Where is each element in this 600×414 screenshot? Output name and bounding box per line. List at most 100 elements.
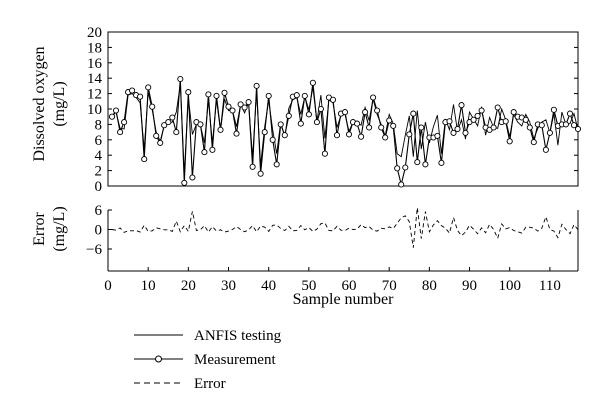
- measurement-point: [458, 102, 465, 109]
- measurement-point: [470, 116, 477, 123]
- top-y-tick-label: 10: [87, 102, 102, 118]
- x-tick-label: 40: [261, 278, 276, 294]
- measurement-point: [422, 161, 429, 168]
- measurement-point: [213, 92, 220, 99]
- measurement-point: [510, 109, 517, 116]
- measurement-point: [410, 110, 417, 117]
- measurement-point: [297, 120, 304, 127]
- measurement-point: [378, 124, 385, 131]
- measurement-point: [321, 150, 328, 157]
- measurement-point: [261, 129, 268, 136]
- measurement-point: [257, 170, 264, 177]
- measurement-point: [225, 103, 232, 110]
- measurement-point: [530, 139, 537, 146]
- measurement-point: [169, 114, 176, 121]
- measurement-point: [108, 113, 116, 120]
- measurement-point: [390, 122, 397, 129]
- measurement-point: [402, 164, 409, 171]
- measurement-point: [362, 109, 369, 116]
- bottom-y-axis: 6 0 −6: [86, 203, 112, 258]
- measurement-point: [161, 122, 168, 129]
- measurement-point: [117, 129, 124, 136]
- measurement-point: [522, 116, 529, 123]
- top-series-layer: [108, 75, 582, 188]
- measurement-point: [265, 92, 272, 99]
- measurement-point: [329, 96, 337, 103]
- measurement-point: [394, 165, 401, 172]
- measurement-point: [293, 92, 300, 99]
- measurement-point: [398, 181, 405, 188]
- measurement-point: [285, 112, 292, 119]
- measurement-point: [121, 119, 128, 126]
- error-line: [111, 207, 579, 248]
- measurement-point: [273, 161, 280, 168]
- measurement-point: [474, 112, 481, 119]
- measurement-point: [221, 89, 228, 96]
- x-axis-label: Sample number: [293, 291, 395, 308]
- measurement-point: [129, 87, 136, 94]
- measurement-point: [502, 118, 509, 125]
- measurement-point: [249, 163, 256, 170]
- bottom-y-tick-label: 0: [95, 223, 103, 239]
- measurement-line: [111, 78, 579, 185]
- measurement-point: [333, 132, 341, 139]
- measurement-point: [253, 82, 260, 89]
- measurement-point: [454, 125, 461, 133]
- measurement-point: [358, 133, 365, 140]
- measurement-point: [177, 75, 184, 83]
- legend-label: Measurement: [194, 352, 276, 368]
- x-tick-label: 90: [462, 278, 477, 294]
- top-y-tick-label: 6: [95, 133, 103, 149]
- measurement-point: [153, 132, 160, 139]
- x-tick-label: 70: [382, 278, 397, 294]
- measurement-point: [478, 107, 485, 114]
- x-axis: 0 10 20 30 40 50 60 70 80 90 100 110: [104, 267, 561, 294]
- measurement-point: [562, 121, 569, 128]
- top-y-axis-label-line2: (mg/L): [51, 81, 68, 126]
- measurement-point: [490, 124, 497, 131]
- measurement-point: [185, 89, 192, 96]
- x-tick-label: 80: [422, 278, 437, 294]
- measurement-point: [366, 124, 373, 131]
- top-y-tick-label: 0: [95, 179, 103, 195]
- measurement-point: [197, 121, 204, 128]
- measurement-point: [137, 93, 144, 100]
- bottom-y-axis-label-line1: Error: [31, 211, 48, 245]
- measurement-point: [370, 94, 377, 101]
- x-tick-label: 50: [301, 278, 316, 294]
- measurement-point: [309, 79, 316, 86]
- measurement-point: [189, 174, 196, 181]
- bottom-y-tick-label: 6: [95, 203, 103, 219]
- measurement-point: [205, 91, 212, 98]
- x-tick-label: 10: [141, 278, 156, 294]
- measurement-point: [406, 131, 413, 138]
- measurement-point: [149, 103, 156, 110]
- bottom-y-axis-label-line2: (mg/L): [51, 206, 68, 251]
- measurement-point: [494, 104, 501, 111]
- measurement-point: [245, 99, 252, 106]
- measurement-point: [241, 104, 248, 111]
- x-tick-label: 0: [104, 278, 112, 294]
- measurement-point: [542, 146, 549, 153]
- measurement-point: [217, 126, 224, 133]
- measurement-point: [181, 179, 188, 186]
- top-y-tick-label: 2: [95, 164, 103, 180]
- measurement-point: [345, 131, 353, 138]
- measurement-point: [506, 138, 513, 145]
- measurement-point: [386, 117, 393, 124]
- measurement-point: [277, 121, 284, 128]
- x-tick-label: 110: [539, 278, 561, 294]
- measurement-point: [462, 129, 469, 136]
- legend: ANFIS testing Measurement Error: [134, 328, 282, 392]
- measurement-point: [450, 129, 457, 136]
- measurement-point: [305, 111, 312, 118]
- measurement-point: [317, 105, 324, 113]
- measurement-point: [546, 129, 553, 136]
- bottom-series-layer: [111, 207, 579, 248]
- measurement-point: [233, 130, 240, 137]
- legend-marker: [155, 355, 162, 363]
- top-y-tick-label: 8: [95, 117, 103, 133]
- measurement-point: [382, 134, 389, 141]
- top-y-tick-label: 18: [87, 40, 102, 56]
